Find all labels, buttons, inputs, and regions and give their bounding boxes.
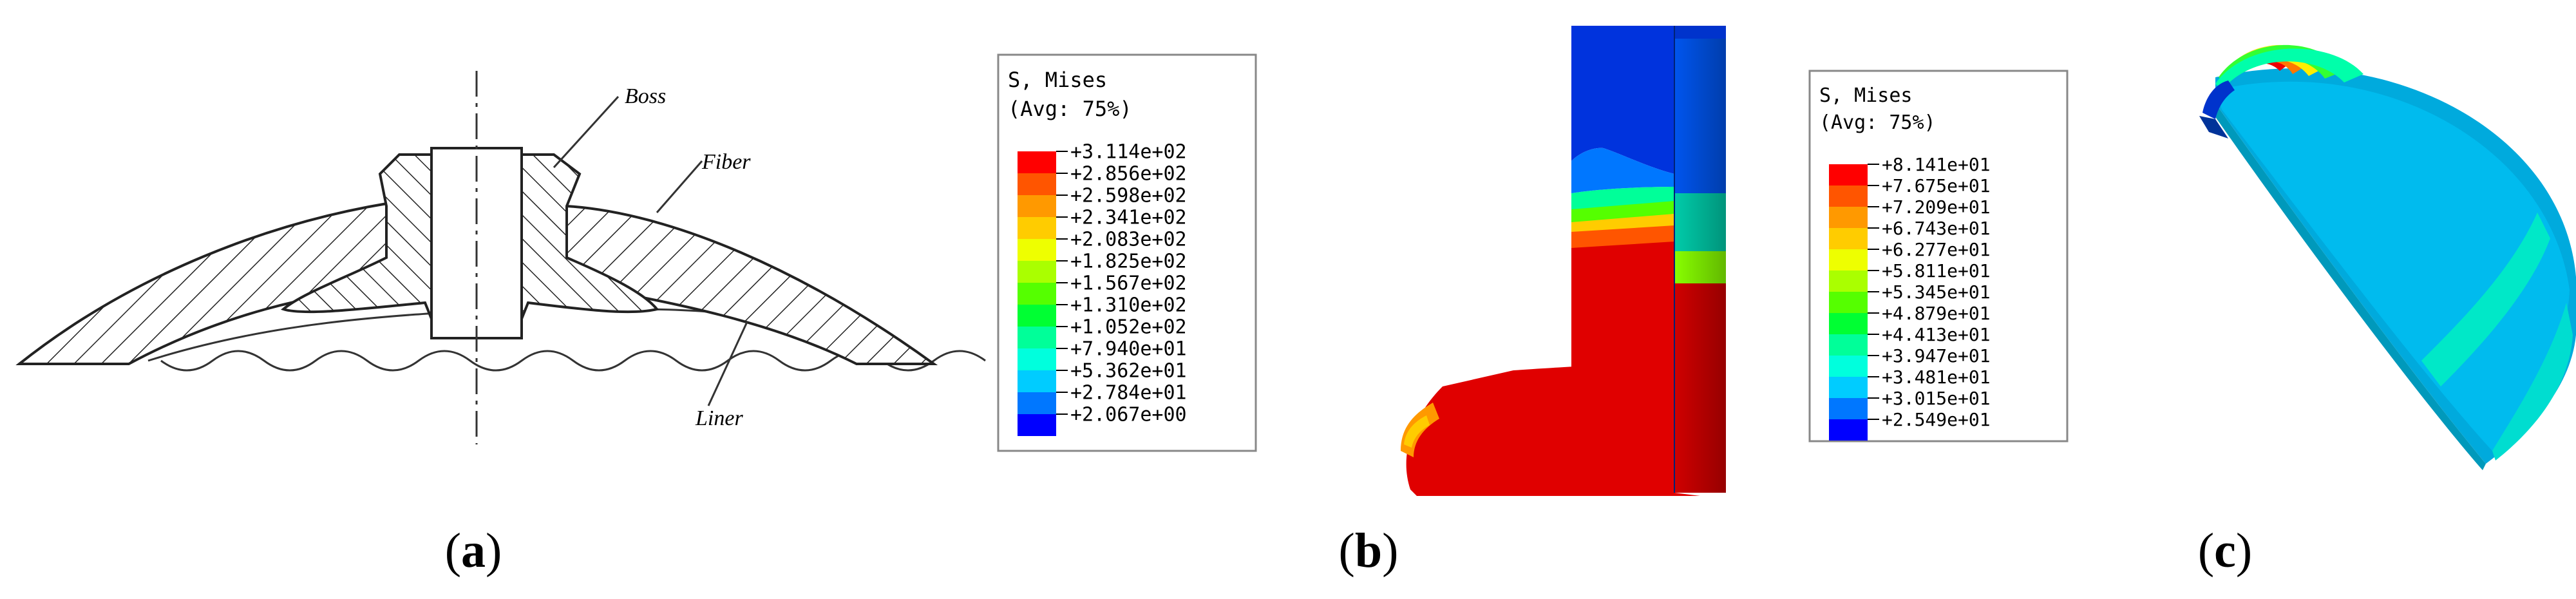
legend-b-entry-swatch (1018, 173, 1056, 195)
boss-leader (553, 95, 620, 169)
legend-b-entry-value: +1.825e+02 (1070, 251, 1187, 273)
band-4 (1571, 187, 1674, 209)
legend-b-entry-value: +2.341e+02 (1070, 207, 1187, 229)
caption-b: (b) (1339, 524, 1399, 578)
legend-b-entry-swatch (1018, 348, 1056, 370)
legend-c-entry-swatch (1829, 377, 1868, 398)
legend-b: S, Mises (Avg: 75%) +3.114e+02+2.856e+02… (997, 53, 1257, 452)
legend-b-entry-value: +3.114e+02 (1070, 141, 1187, 164)
label-boss: Boss (625, 84, 666, 108)
legend-c-entry-swatch (1829, 313, 1868, 334)
legend-c-entry-value: +2.549e+01 (1882, 409, 1991, 430)
shell-cyan-band2 (2421, 213, 2550, 386)
shell-blue-tip (2202, 81, 2235, 119)
shell-rim (2210, 103, 2486, 470)
shell-cyan-band (2492, 303, 2573, 461)
model-b-top-lip (1674, 26, 1726, 39)
legend-c-entry-swatch (1829, 207, 1868, 228)
shell-main (2215, 81, 2570, 452)
label-fiber: Fiber (701, 150, 751, 174)
legend-c-entry-value: +4.413e+01 (1882, 324, 1991, 345)
legend-c-entry-swatch (1829, 334, 1868, 356)
legend-c-entry-value: +6.743e+01 (1882, 218, 1991, 239)
legend-b-entry-value: +2.598e+02 (1070, 185, 1187, 207)
legend-c-subtitle: (Avg: 75%) (1819, 111, 1936, 134)
legend-b-entry-swatch (1018, 151, 1056, 173)
legend-b-entry-value: +1.052e+02 (1070, 316, 1187, 339)
legend-b-entry-value: +7.940e+01 (1070, 338, 1187, 361)
legend-c-title: S, Mises (1819, 84, 1913, 107)
legend-b-entry-swatch (1018, 327, 1056, 348)
legend-c-entry-value: +7.209e+01 (1882, 196, 1991, 218)
fiber-right (565, 204, 938, 365)
legend-c-entry-swatch (1829, 249, 1868, 271)
legend-c-entry-value: +3.481e+01 (1882, 366, 1991, 388)
legend-c-entry-swatch (1829, 356, 1868, 377)
legend-b-entry-swatch (1018, 261, 1056, 283)
legend-b-subtitle: (Avg: 75%) (1008, 97, 1132, 121)
legend-b-entry-swatch (1018, 305, 1056, 327)
panel-c-model (2199, 44, 2576, 470)
model-b-column-blue (1571, 26, 1674, 174)
shell-teal (2215, 48, 2363, 90)
shell-navy-tip (2199, 116, 2228, 138)
legend-b-entry-value: +2.067e+00 (1070, 404, 1187, 426)
label-liner: Liner (695, 406, 743, 430)
legend-b-entry-value: +2.856e+02 (1070, 163, 1187, 185)
legend-b-entry-value: +1.567e+02 (1070, 272, 1187, 295)
legend-b-entry-swatch (1018, 239, 1056, 261)
panel-a-drawing: Boss Fiber Liner (15, 71, 986, 444)
legend-b-entry-swatch (1018, 370, 1056, 392)
model-b-side-shade (1674, 26, 1726, 493)
legend-c-entry-swatch (1829, 271, 1868, 292)
model-b-column-lightblue (1571, 147, 1674, 193)
legend-c-entry-value: +6.277e+01 (1882, 239, 1991, 260)
legend-b-entry-value: +2.784e+01 (1070, 382, 1187, 404)
caption-c: (c) (2198, 524, 2252, 578)
legend-c-entry-swatch (1829, 185, 1868, 207)
legend-c-entry-value: +3.015e+01 (1882, 388, 1991, 409)
model-b-flange-edge2 (1404, 415, 1430, 448)
panel-b-model (1401, 26, 1726, 496)
fiber-leader (656, 160, 703, 213)
legend-b-items: +3.114e+02+2.856e+02+2.598e+02+2.341e+02… (1018, 141, 1187, 436)
legend-c-entry-swatch (1829, 164, 1868, 185)
legend-c-entry-value: +5.811e+01 (1882, 260, 1991, 281)
legend-b-entry-value: +2.083e+02 (1070, 229, 1187, 251)
caption-a: (a) (445, 524, 502, 578)
legend-c-entry-swatch (1829, 398, 1868, 419)
legend-c-entry-swatch (1829, 292, 1868, 313)
legend-b-entry-swatch (1018, 283, 1056, 305)
legend-c-entry-value: +7.675e+01 (1882, 175, 1991, 196)
legend-b-entry-value: +5.362e+01 (1070, 360, 1187, 383)
legend-c-entry-value: +8.141e+01 (1882, 154, 1991, 175)
legend-b-entry-swatch (1018, 195, 1056, 217)
legend-c-entry-value: +5.345e+01 (1882, 281, 1991, 303)
legend-b-entry-swatch (1018, 414, 1056, 436)
legend-b-entry-value: +1.310e+02 (1070, 294, 1187, 317)
legend-c-items: +8.141e+01+7.675e+01+7.209e+01+6.743e+01… (1829, 154, 1991, 441)
legend-c: S, Mises (Avg: 75%) +8.141e+01+7.675e+01… (1808, 70, 2069, 442)
legend-c-entry-swatch (1829, 228, 1868, 249)
band-2 (1571, 213, 1674, 232)
legend-b-entry-swatch (1018, 217, 1056, 239)
legend-c-entry-value: +4.879e+01 (1882, 303, 1991, 324)
legend-c-entry-value: +3.947e+01 (1882, 345, 1991, 366)
legend-b-entry-swatch (1018, 392, 1056, 414)
legend-b-title: S, Mises (1008, 68, 1107, 92)
liner-leader (707, 321, 748, 406)
legend-c-entry-swatch (1829, 419, 1868, 441)
